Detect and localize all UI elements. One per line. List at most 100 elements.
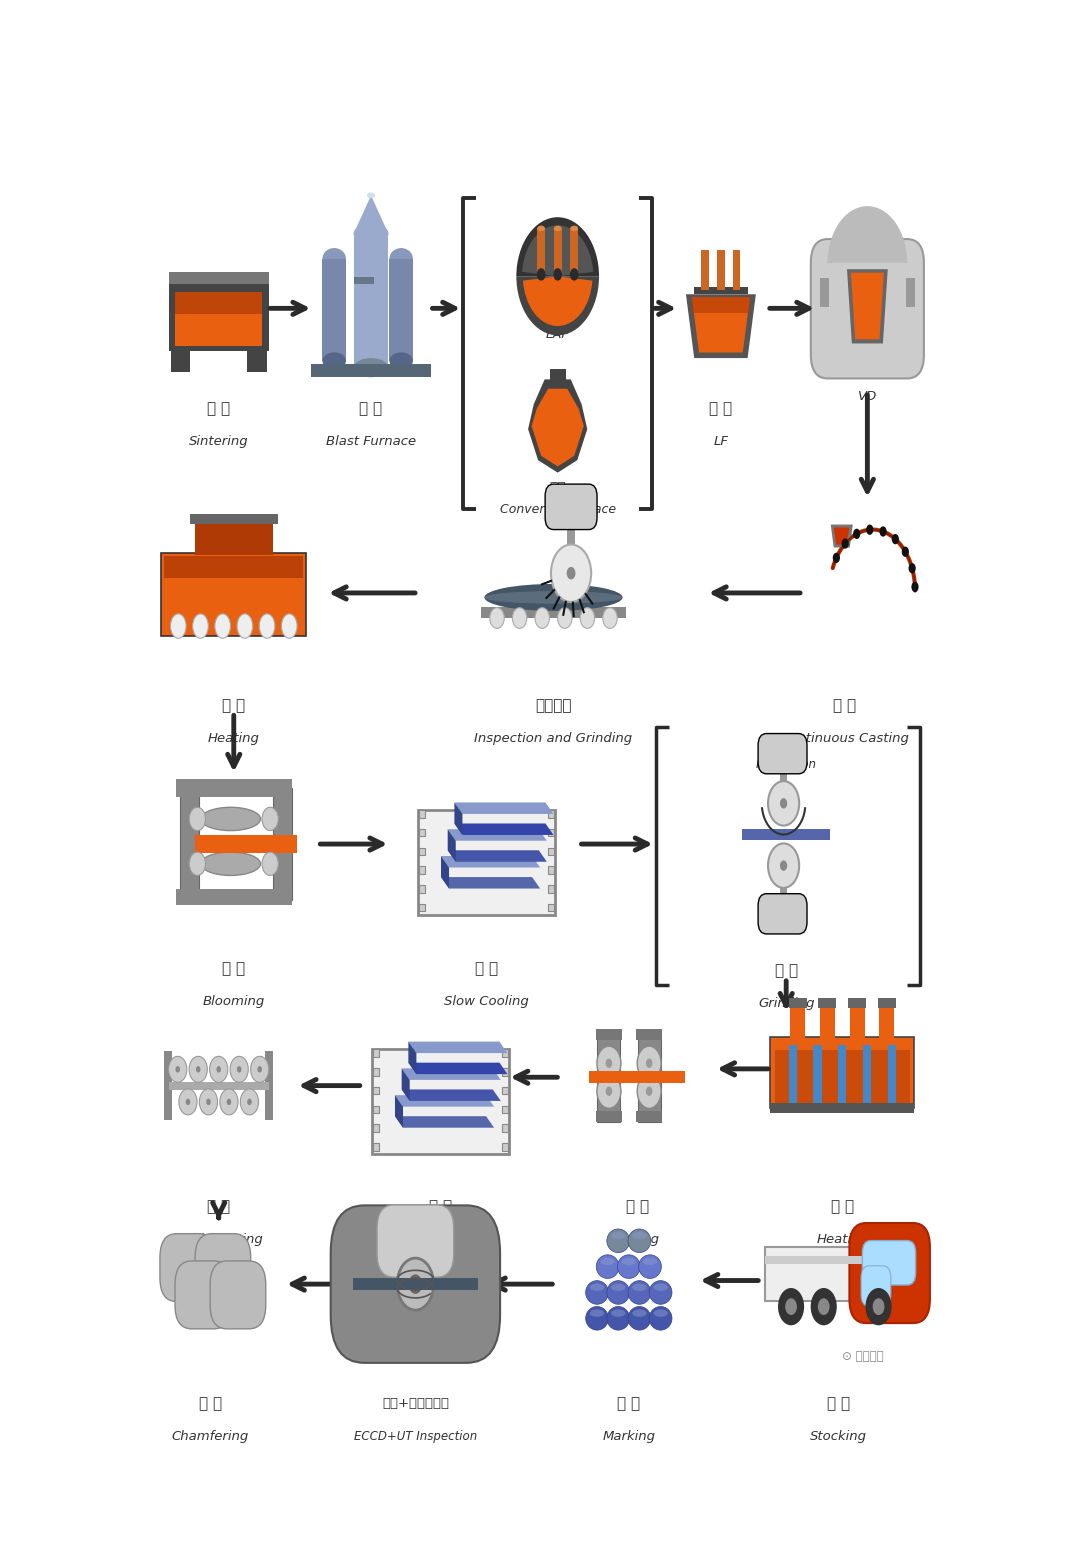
Ellipse shape xyxy=(607,1306,630,1329)
Text: Sintering: Sintering xyxy=(189,435,248,449)
Bar xyxy=(888,1045,895,1106)
Ellipse shape xyxy=(590,1309,605,1317)
Text: Heating: Heating xyxy=(207,731,259,744)
Bar xyxy=(502,1087,508,1095)
Ellipse shape xyxy=(649,1281,672,1305)
Ellipse shape xyxy=(618,1255,640,1278)
Text: 倒 棱: 倒 棱 xyxy=(199,1396,221,1412)
Bar xyxy=(502,1106,508,1114)
Circle shape xyxy=(841,539,849,548)
Bar xyxy=(373,1143,379,1151)
Bar xyxy=(788,1045,797,1106)
Text: Converter Furnace: Converter Furnace xyxy=(500,503,616,516)
Ellipse shape xyxy=(485,584,622,610)
Bar xyxy=(247,351,267,373)
Bar xyxy=(781,885,786,907)
Bar xyxy=(164,556,303,578)
Polygon shape xyxy=(455,823,554,836)
Text: 缓 冷: 缓 冷 xyxy=(429,1199,453,1214)
Ellipse shape xyxy=(585,1281,608,1305)
Text: 入 库: 入 库 xyxy=(826,1396,850,1412)
Bar xyxy=(482,607,625,618)
Circle shape xyxy=(879,526,887,537)
Bar xyxy=(765,1247,866,1301)
Bar xyxy=(549,829,554,837)
Ellipse shape xyxy=(367,193,375,199)
Ellipse shape xyxy=(653,1309,667,1317)
Ellipse shape xyxy=(323,353,346,370)
Circle shape xyxy=(637,1075,661,1109)
Circle shape xyxy=(603,607,617,629)
Circle shape xyxy=(257,1065,262,1073)
Circle shape xyxy=(200,1089,217,1115)
Text: Slow Cooling: Slow Cooling xyxy=(399,1233,483,1246)
Bar xyxy=(549,848,554,856)
Circle shape xyxy=(780,798,787,809)
Circle shape xyxy=(892,534,899,544)
Circle shape xyxy=(580,607,595,629)
Polygon shape xyxy=(528,379,588,472)
Bar xyxy=(419,829,424,837)
Text: ⊙ 轧钢之家: ⊙ 轧钢之家 xyxy=(842,1350,885,1364)
Ellipse shape xyxy=(171,613,186,638)
Bar xyxy=(694,287,747,294)
Bar xyxy=(373,1050,379,1058)
Bar xyxy=(419,885,424,893)
Ellipse shape xyxy=(570,225,578,231)
Bar xyxy=(176,888,292,905)
Circle shape xyxy=(908,564,916,573)
FancyBboxPatch shape xyxy=(330,1205,500,1364)
Bar xyxy=(502,1068,508,1076)
Circle shape xyxy=(512,607,527,629)
Ellipse shape xyxy=(632,1309,647,1317)
Circle shape xyxy=(597,1075,621,1109)
Circle shape xyxy=(768,843,799,888)
Bar xyxy=(775,1050,909,1104)
Bar xyxy=(161,553,307,637)
Text: 轧 制: 轧 制 xyxy=(625,1199,649,1214)
Bar xyxy=(353,276,374,284)
Ellipse shape xyxy=(643,1258,658,1266)
Ellipse shape xyxy=(390,353,413,370)
Circle shape xyxy=(216,1065,221,1073)
Circle shape xyxy=(597,1047,621,1081)
Text: Marking: Marking xyxy=(603,1430,656,1443)
Bar xyxy=(373,1087,379,1095)
Polygon shape xyxy=(402,1068,409,1101)
Text: VD: VD xyxy=(858,390,877,402)
Circle shape xyxy=(606,1087,612,1096)
Ellipse shape xyxy=(237,613,253,638)
Bar xyxy=(176,780,292,797)
Ellipse shape xyxy=(537,225,545,231)
Circle shape xyxy=(646,1087,652,1096)
Bar xyxy=(791,1005,806,1042)
Bar xyxy=(702,250,710,290)
FancyBboxPatch shape xyxy=(849,1224,930,1323)
FancyBboxPatch shape xyxy=(758,733,807,773)
Text: 标 识: 标 识 xyxy=(618,1396,640,1412)
Ellipse shape xyxy=(607,1281,630,1305)
Polygon shape xyxy=(448,829,456,862)
Bar xyxy=(419,848,424,856)
Circle shape xyxy=(557,607,572,629)
Ellipse shape xyxy=(485,592,622,604)
Circle shape xyxy=(567,567,576,579)
Bar xyxy=(781,761,786,783)
Ellipse shape xyxy=(201,853,260,876)
Circle shape xyxy=(490,607,504,629)
Bar xyxy=(175,292,262,314)
Bar xyxy=(323,259,346,360)
Bar xyxy=(692,297,750,314)
Polygon shape xyxy=(831,525,853,548)
Text: Blast Furnace: Blast Furnace xyxy=(326,435,416,449)
Bar xyxy=(549,885,554,893)
Circle shape xyxy=(866,525,874,534)
Bar xyxy=(820,278,828,307)
Bar xyxy=(838,1045,847,1106)
Polygon shape xyxy=(441,856,449,888)
Circle shape xyxy=(210,1056,228,1082)
Bar xyxy=(597,1033,620,1123)
Bar xyxy=(164,1051,172,1120)
Circle shape xyxy=(606,1059,612,1068)
Polygon shape xyxy=(441,856,540,868)
